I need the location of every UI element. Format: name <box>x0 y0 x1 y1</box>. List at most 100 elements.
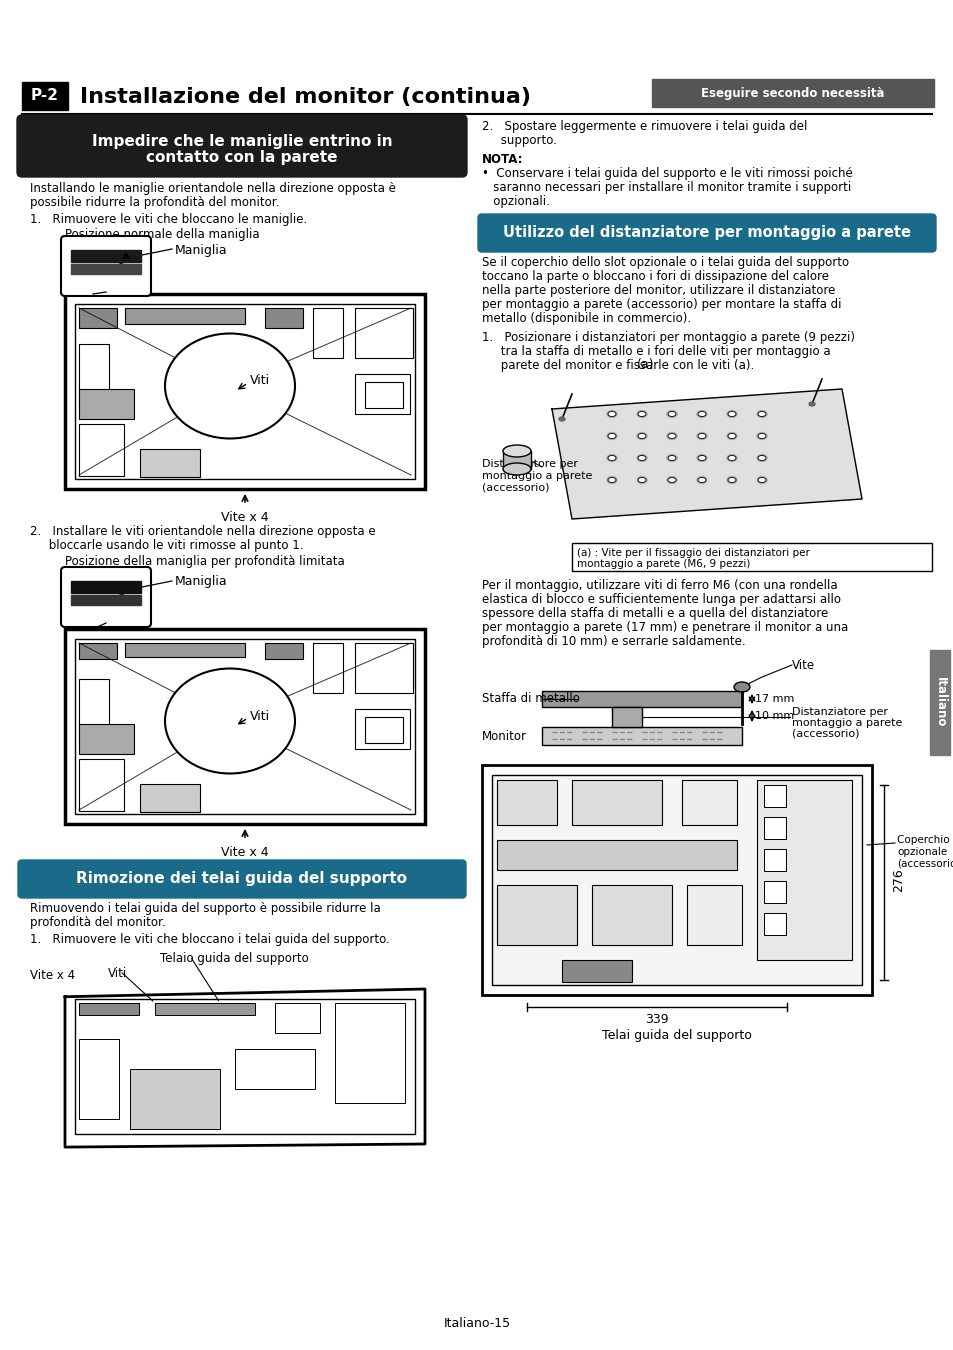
Bar <box>22 82 68 109</box>
Ellipse shape <box>667 412 676 417</box>
Text: Viti: Viti <box>250 710 270 722</box>
Bar <box>71 265 141 274</box>
Ellipse shape <box>607 412 616 417</box>
Text: Italiano: Italiano <box>933 676 945 728</box>
Bar <box>481 765 871 995</box>
Text: nella parte posteriore del monitor, utilizzare il distanziatore: nella parte posteriore del monitor, util… <box>481 284 835 297</box>
Bar <box>365 717 402 742</box>
Ellipse shape <box>667 455 676 460</box>
Text: saranno necessari per installare il monitor tramite i supporti: saranno necessari per installare il moni… <box>481 181 850 194</box>
Text: spessore della staffa di metalli e a quella del distanziatore: spessore della staffa di metalli e a que… <box>481 608 827 620</box>
Text: Posizione della maniglia per profondità limitata: Posizione della maniglia per profondità … <box>65 555 344 568</box>
Ellipse shape <box>758 412 765 417</box>
Ellipse shape <box>727 478 735 482</box>
Bar <box>572 780 661 825</box>
Ellipse shape <box>607 455 616 460</box>
Bar <box>313 308 343 358</box>
Bar <box>763 817 785 838</box>
Text: parete del monitor e fissarle con le viti (a).: parete del monitor e fissarle con le vit… <box>481 359 754 373</box>
Text: Telai guida del supporto: Telai guida del supporto <box>601 1029 751 1042</box>
Polygon shape <box>552 389 862 518</box>
Bar <box>541 728 741 745</box>
Text: supporto.: supporto. <box>481 134 557 147</box>
Text: Telaio guida del supporto: Telaio guida del supporto <box>160 952 309 965</box>
Text: 1.   Posizionare i distanziatori per montaggio a parete (9 pezzi): 1. Posizionare i distanziatori per monta… <box>481 331 854 344</box>
Polygon shape <box>65 990 424 1148</box>
Text: (accessorio): (accessorio) <box>481 483 549 493</box>
Text: metallo (disponibile in commercio).: metallo (disponibile in commercio). <box>481 312 690 325</box>
Bar <box>757 780 851 960</box>
Bar <box>79 679 109 738</box>
Ellipse shape <box>666 477 677 483</box>
Bar <box>355 374 410 414</box>
Ellipse shape <box>558 417 564 421</box>
Ellipse shape <box>637 432 646 440</box>
Text: Viti: Viti <box>108 967 127 980</box>
Bar <box>154 1003 254 1015</box>
Bar <box>71 250 141 262</box>
Text: (a): (a) <box>637 358 654 371</box>
Text: Rimozione dei telai guida del supporto: Rimozione dei telai guida del supporto <box>76 872 407 887</box>
Bar <box>763 913 785 936</box>
Ellipse shape <box>607 478 616 482</box>
FancyBboxPatch shape <box>18 860 465 898</box>
Bar <box>79 724 133 755</box>
Text: Installazione del monitor (continua): Installazione del monitor (continua) <box>80 86 531 107</box>
Bar <box>79 308 117 328</box>
Ellipse shape <box>637 455 646 462</box>
Ellipse shape <box>607 433 616 439</box>
Bar <box>265 308 303 328</box>
Text: Vite: Vite <box>791 659 814 672</box>
Bar <box>140 784 200 811</box>
Bar <box>75 639 415 814</box>
Bar <box>79 643 117 659</box>
Ellipse shape <box>698 478 705 482</box>
Bar <box>140 450 200 477</box>
Ellipse shape <box>666 432 677 440</box>
Bar <box>763 849 785 871</box>
Ellipse shape <box>697 477 706 483</box>
Text: Impedire che le maniglie entrino in: Impedire che le maniglie entrino in <box>91 134 392 148</box>
Text: Vite x 4: Vite x 4 <box>221 846 269 859</box>
Text: Vite x 4: Vite x 4 <box>221 512 269 524</box>
Text: Staffa di metallo: Staffa di metallo <box>481 693 579 706</box>
Bar <box>125 308 245 324</box>
FancyBboxPatch shape <box>61 567 151 626</box>
Ellipse shape <box>698 412 705 417</box>
Ellipse shape <box>165 333 294 439</box>
Bar <box>71 580 141 593</box>
Bar <box>592 886 671 945</box>
Ellipse shape <box>727 455 735 460</box>
Bar <box>561 960 631 981</box>
Ellipse shape <box>502 446 531 458</box>
Text: bloccarle usando le viti rimosse al punto 1.: bloccarle usando le viti rimosse al punt… <box>30 539 303 552</box>
Bar <box>497 840 737 869</box>
Ellipse shape <box>697 410 706 417</box>
Text: 1.   Rimuovere le viti che bloccano le maniglie.: 1. Rimuovere le viti che bloccano le man… <box>30 213 307 225</box>
Ellipse shape <box>757 477 766 483</box>
Bar <box>79 1040 119 1119</box>
Ellipse shape <box>727 412 735 417</box>
Text: Se il coperchio dello slot opzionale o i telai guida del supporto: Se il coperchio dello slot opzionale o i… <box>481 256 848 269</box>
Text: 276: 276 <box>891 868 904 892</box>
Bar <box>651 80 933 107</box>
Ellipse shape <box>757 410 766 417</box>
Text: contatto con la parete: contatto con la parete <box>146 150 337 165</box>
Text: 17 mm: 17 mm <box>754 694 794 703</box>
Ellipse shape <box>726 455 737 462</box>
Bar <box>355 643 413 693</box>
Bar <box>502 451 531 468</box>
Bar <box>541 691 741 707</box>
Bar <box>681 780 737 825</box>
Ellipse shape <box>726 432 737 440</box>
Bar <box>497 886 577 945</box>
Ellipse shape <box>638 478 645 482</box>
Text: toccano la parte o bloccano i fori di dissipazione del calore: toccano la parte o bloccano i fori di di… <box>481 270 828 284</box>
Ellipse shape <box>637 477 646 483</box>
Ellipse shape <box>698 433 705 439</box>
Bar <box>65 294 424 489</box>
Ellipse shape <box>638 433 645 439</box>
Text: Italiano-15: Italiano-15 <box>443 1318 510 1330</box>
Bar <box>492 775 862 986</box>
Bar <box>612 707 641 728</box>
